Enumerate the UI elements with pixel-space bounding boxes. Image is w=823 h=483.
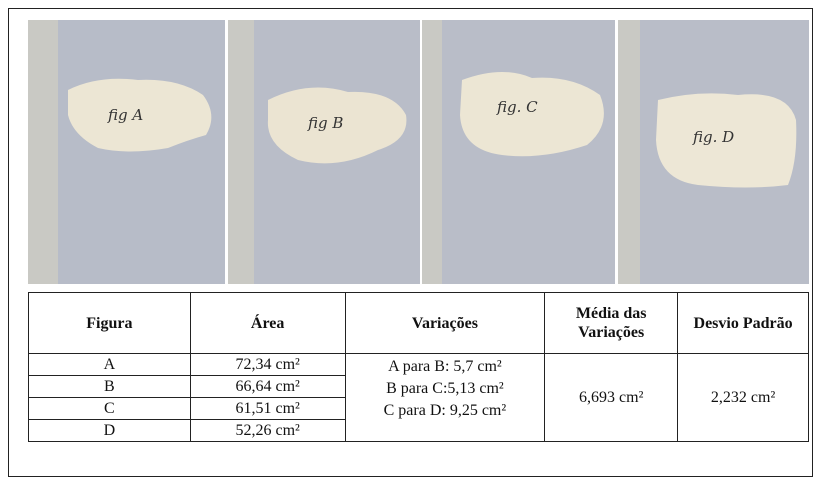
variation: A para B: 5,7 cm² [350,356,541,378]
header-cell: Média das Variações [545,293,678,354]
header-cell: Desvio Padrão [678,293,809,354]
photo-strip: fig A fig B fig. C fig. D [28,20,809,284]
variation: B para C:5,13 cm² [350,378,541,400]
photo: fig A [28,20,225,284]
cell: 61,51 cm² [190,398,345,420]
results-table: Figura Área Variações Média das Variaçõe… [28,292,809,442]
cell: C [29,398,191,420]
cell: 52,26 cm² [190,420,345,442]
header-cell: Área [190,293,345,354]
header-cell: Variações [345,293,545,354]
header-cell: Figura [29,293,191,354]
cell: 66,64 cm² [190,376,345,398]
header-row: Figura Área Variações Média das Variaçõe… [29,293,809,354]
row: A 72,34 cm² A para B: 5,7 cm² B para C:5… [29,354,809,376]
cell: 72,34 cm² [190,354,345,376]
photo-label: fig. C [496,98,538,116]
photo-label: fig. D [692,128,734,146]
cell: D [29,420,191,442]
photo-label: fig B [307,114,343,132]
std-dev-cell: 2,232 cm² [678,354,809,442]
cell: A [29,354,191,376]
cell: B [29,376,191,398]
photo: fig. C [422,20,615,284]
photo: fig. D [618,20,809,284]
photo-label: fig A [107,106,143,124]
mean-cell: 6,693 cm² [545,354,678,442]
variation: C para D: 9,25 cm² [350,400,541,422]
photo: fig B [228,20,420,284]
variations-cell: A para B: 5,7 cm² B para C:5,13 cm² C pa… [345,354,545,442]
page: {"photos": [{"label": "fig A"}, {"label"… [0,0,823,483]
